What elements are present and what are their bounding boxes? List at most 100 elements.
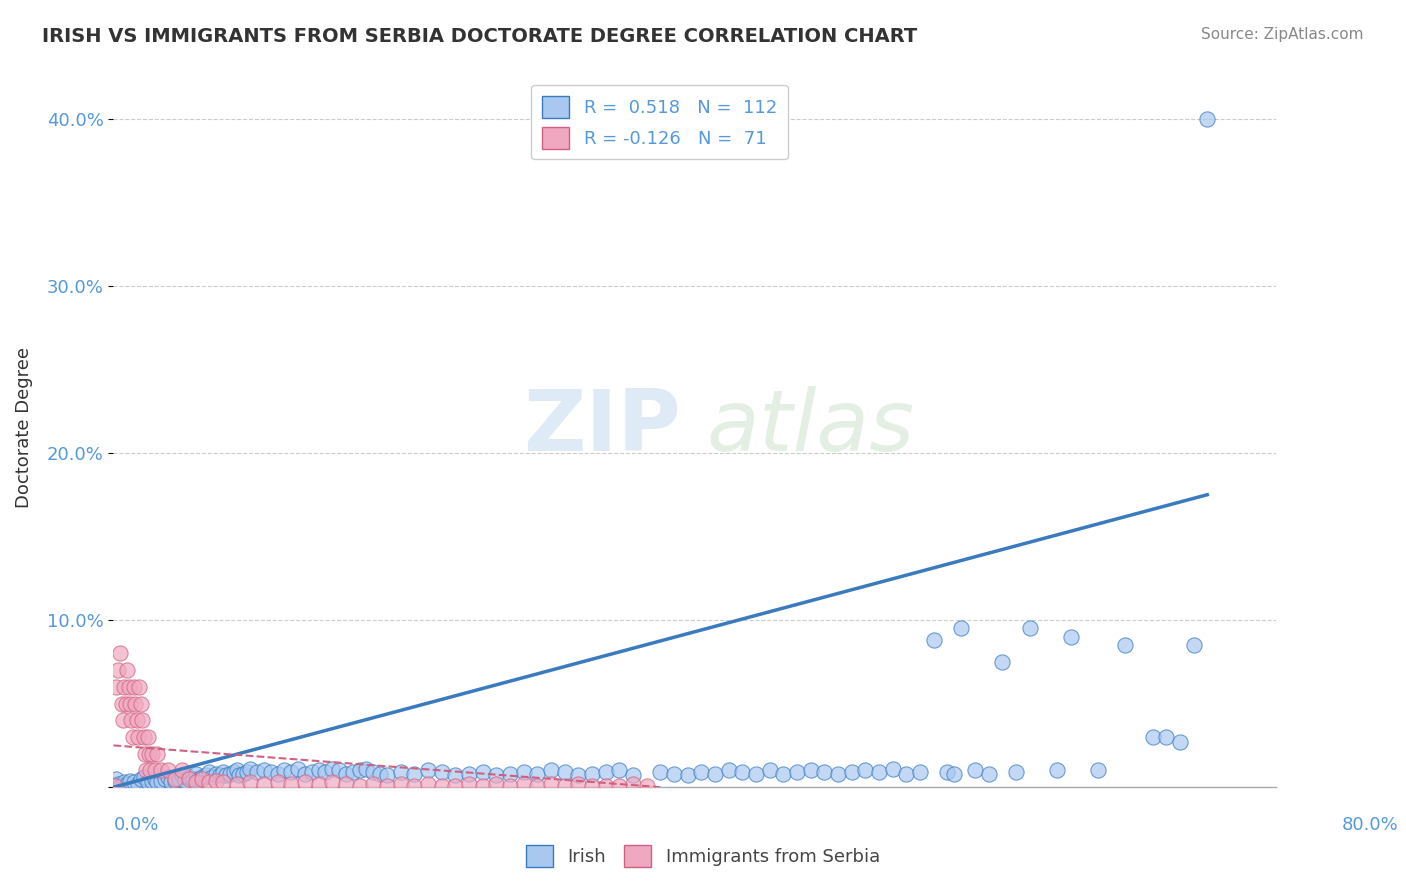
Point	[389, 765, 412, 780]
Point	[328, 764, 350, 778]
Point	[321, 762, 343, 776]
Point	[368, 767, 391, 781]
Point	[471, 779, 494, 793]
Point	[134, 747, 156, 761]
Point	[690, 765, 713, 780]
Point	[294, 767, 316, 781]
Point	[287, 762, 309, 776]
Legend: Irish, Immigrants from Serbia: Irish, Immigrants from Serbia	[519, 838, 887, 874]
Point	[170, 768, 193, 782]
Point	[1005, 765, 1028, 780]
Point	[1018, 621, 1040, 635]
Point	[609, 779, 631, 793]
Point	[160, 775, 183, 789]
Text: 0.0%: 0.0%	[114, 816, 159, 834]
Point	[104, 779, 127, 793]
Point	[308, 764, 330, 778]
Point	[117, 680, 139, 694]
Point	[704, 767, 727, 781]
Text: 80.0%: 80.0%	[1341, 816, 1399, 834]
Point	[1114, 638, 1136, 652]
Point	[375, 779, 398, 793]
Point	[228, 768, 250, 782]
Point	[717, 764, 740, 778]
Point	[361, 765, 384, 780]
Point	[201, 770, 224, 784]
Point	[841, 765, 863, 780]
Point	[404, 779, 426, 793]
Point	[209, 768, 232, 782]
Point	[266, 767, 288, 781]
Point	[335, 777, 357, 791]
Point	[129, 697, 152, 711]
Point	[1197, 112, 1219, 126]
Point	[554, 779, 576, 793]
Point	[205, 767, 228, 781]
Point	[150, 773, 173, 788]
Point	[1168, 735, 1191, 749]
Point	[1182, 638, 1205, 652]
Point	[908, 765, 931, 780]
Point	[526, 779, 548, 793]
Point	[621, 777, 644, 791]
Point	[135, 764, 157, 778]
Point	[526, 767, 548, 781]
Text: Source: ZipAtlas.com: Source: ZipAtlas.com	[1201, 27, 1364, 42]
Point	[122, 775, 145, 789]
Point	[595, 765, 617, 780]
Point	[554, 765, 576, 780]
Point	[112, 680, 135, 694]
Point	[115, 663, 138, 677]
Point	[181, 772, 204, 786]
Point	[827, 767, 849, 781]
Point	[173, 773, 195, 788]
Point	[157, 770, 180, 784]
Point	[731, 765, 754, 780]
Point	[167, 772, 190, 786]
Point	[184, 775, 207, 789]
Point	[650, 765, 672, 780]
Point	[540, 777, 562, 791]
Point	[772, 767, 794, 781]
Point	[758, 764, 780, 778]
Point	[375, 768, 398, 782]
Point	[1046, 764, 1069, 778]
Point	[301, 765, 323, 780]
Point	[662, 767, 685, 781]
Point	[121, 730, 143, 744]
Point	[239, 775, 262, 789]
Point	[896, 767, 918, 781]
Point	[114, 697, 136, 711]
Point	[104, 779, 127, 793]
Point	[280, 777, 302, 791]
Point	[141, 773, 163, 788]
Point	[253, 764, 276, 778]
Point	[950, 621, 973, 635]
Point	[110, 647, 132, 661]
Point	[581, 779, 603, 793]
Point	[1087, 764, 1109, 778]
Point	[882, 762, 904, 776]
Point	[105, 772, 128, 786]
Point	[253, 777, 276, 791]
Point	[177, 772, 200, 786]
Point	[110, 779, 132, 793]
Point	[800, 764, 823, 778]
Text: atlas: atlas	[707, 386, 915, 469]
Point	[198, 775, 221, 789]
Point	[430, 765, 453, 780]
Point	[124, 697, 146, 711]
Point	[177, 770, 200, 784]
Point	[163, 772, 186, 786]
Point	[191, 770, 214, 784]
Point	[458, 777, 481, 791]
Point	[595, 779, 617, 793]
Point	[416, 764, 439, 778]
Point	[1059, 630, 1081, 644]
Point	[143, 772, 166, 786]
Point	[868, 765, 890, 780]
Point	[127, 777, 149, 791]
Point	[191, 772, 214, 786]
Point	[125, 714, 148, 728]
Point	[745, 767, 768, 781]
